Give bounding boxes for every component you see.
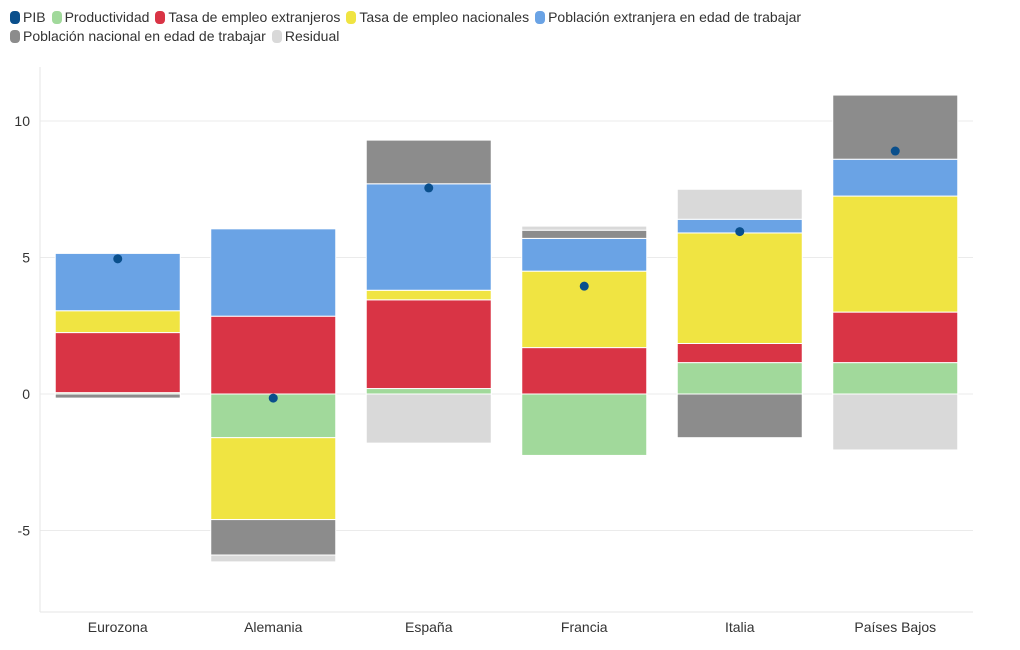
bar-segment	[365, 183, 492, 291]
bar-segment	[210, 437, 337, 521]
bar-segment	[54, 332, 181, 394]
x-tick-label: Eurozona	[88, 619, 148, 635]
x-tick-label: Alemania	[244, 619, 303, 635]
legend-swatch	[51, 11, 62, 24]
bar-segment	[365, 139, 492, 185]
legend-item[interactable]: Productividad	[51, 9, 150, 26]
bar-segment	[365, 388, 492, 395]
legend-swatch	[535, 11, 546, 24]
legend-swatch	[10, 30, 20, 43]
bar-segment	[832, 311, 959, 364]
y-tick-label: 5	[22, 250, 30, 266]
legend-label: Productividad	[64, 9, 150, 25]
legend-swatch	[10, 11, 20, 24]
bar-segment	[54, 310, 181, 334]
x-tick-label: Italia	[725, 619, 755, 635]
pib-point	[113, 254, 123, 264]
legend-label: Tasa de empleo nacionales	[359, 9, 530, 25]
pib-point	[268, 393, 278, 403]
bar-segment	[676, 188, 803, 220]
x-tick-label: Francia	[561, 619, 608, 635]
bar-segment	[210, 519, 337, 556]
bar-segment	[365, 393, 492, 444]
legend-swatch	[346, 11, 357, 24]
pib-point	[579, 281, 589, 291]
bar-segment	[54, 393, 181, 399]
bar-segment	[676, 393, 803, 439]
legend-label: Población extranjera en edad de trabajar	[548, 9, 802, 25]
y-tick-label: 0	[22, 386, 30, 402]
x-tick-label: España	[405, 619, 453, 635]
bar-segment	[210, 315, 337, 395]
bar-segment	[832, 158, 959, 197]
legend-swatch	[155, 11, 166, 24]
legend-swatch	[271, 30, 282, 43]
bar-segment	[676, 232, 803, 344]
y-tick-label: -5	[18, 523, 31, 539]
bar-segment	[365, 289, 492, 301]
legend-label: Tasa de empleo extranjeros	[168, 9, 341, 25]
legend-item[interactable]: Población nacional en edad de trabajar	[10, 28, 266, 45]
bar-segment	[521, 229, 648, 239]
y-tick-label: 10	[14, 113, 30, 129]
bar-segment	[210, 228, 337, 317]
pib-point	[890, 146, 900, 156]
pib-point	[735, 227, 745, 237]
bar-segment	[521, 347, 648, 395]
bar-segment	[210, 554, 337, 563]
x-tick-label: Países Bajos	[854, 619, 936, 635]
legend-item[interactable]: Residual	[271, 28, 340, 45]
chart-legend: PIB Productividad Tasa de empleo extranjer…	[10, 9, 1010, 47]
legend-item[interactable]: PIB	[10, 9, 46, 26]
bar-segment	[521, 237, 648, 272]
bar-segment	[521, 225, 648, 231]
legend-item[interactable]: Tasa de empleo nacionales	[346, 9, 529, 26]
pib-point	[424, 183, 434, 193]
bar-segment	[832, 195, 959, 313]
bar-segment	[832, 393, 959, 451]
legend-label: PIB	[23, 9, 46, 25]
bar-segment	[832, 362, 959, 395]
legend-label: Población nacional en edad de trabajar	[23, 28, 266, 44]
legend-label: Residual	[284, 28, 340, 44]
bar-segment	[521, 393, 648, 456]
legend-item[interactable]: Tasa de empleo extranjeros	[155, 9, 340, 26]
legend-item[interactable]: Población extranjera en edad de trabajar	[535, 9, 801, 26]
bar-segment	[365, 299, 492, 390]
bar-segment	[676, 342, 803, 364]
bar-segment	[676, 362, 803, 395]
